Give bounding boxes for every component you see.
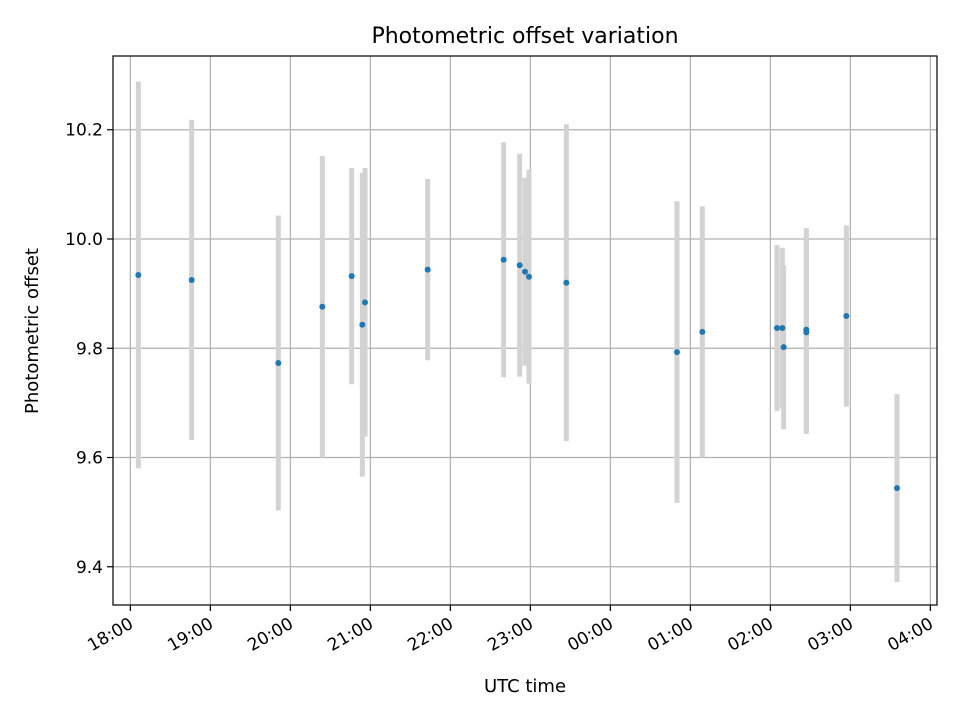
- data-point: [803, 329, 809, 335]
- y-tick-label: 9.4: [76, 558, 103, 578]
- y-tick-label: 10.2: [65, 121, 103, 141]
- data-point: [319, 304, 325, 310]
- y-tick-label: 9.6: [76, 449, 103, 469]
- data-point: [189, 277, 195, 283]
- data-point: [774, 325, 780, 331]
- data-point: [275, 360, 281, 366]
- data-point: [425, 267, 431, 273]
- x-axis-label: UTC time: [484, 676, 566, 697]
- data-point: [779, 325, 785, 331]
- y-tick-label: 10.0: [65, 230, 103, 250]
- data-point: [135, 272, 141, 278]
- y-axis-label: Photometric offset: [22, 248, 43, 414]
- data-point: [359, 322, 365, 328]
- data-point: [894, 485, 900, 491]
- data-point: [781, 344, 787, 350]
- chart-title: Photometric offset variation: [371, 24, 678, 49]
- data-point: [501, 257, 507, 263]
- y-tick-label: 9.8: [76, 339, 103, 359]
- data-point: [522, 269, 528, 275]
- data-point: [526, 274, 532, 280]
- data-point: [699, 329, 705, 335]
- data-point: [674, 349, 680, 355]
- data-point: [362, 299, 368, 305]
- data-point: [563, 280, 569, 286]
- data-point: [843, 313, 849, 319]
- data-point: [349, 273, 355, 279]
- data-point: [517, 262, 523, 268]
